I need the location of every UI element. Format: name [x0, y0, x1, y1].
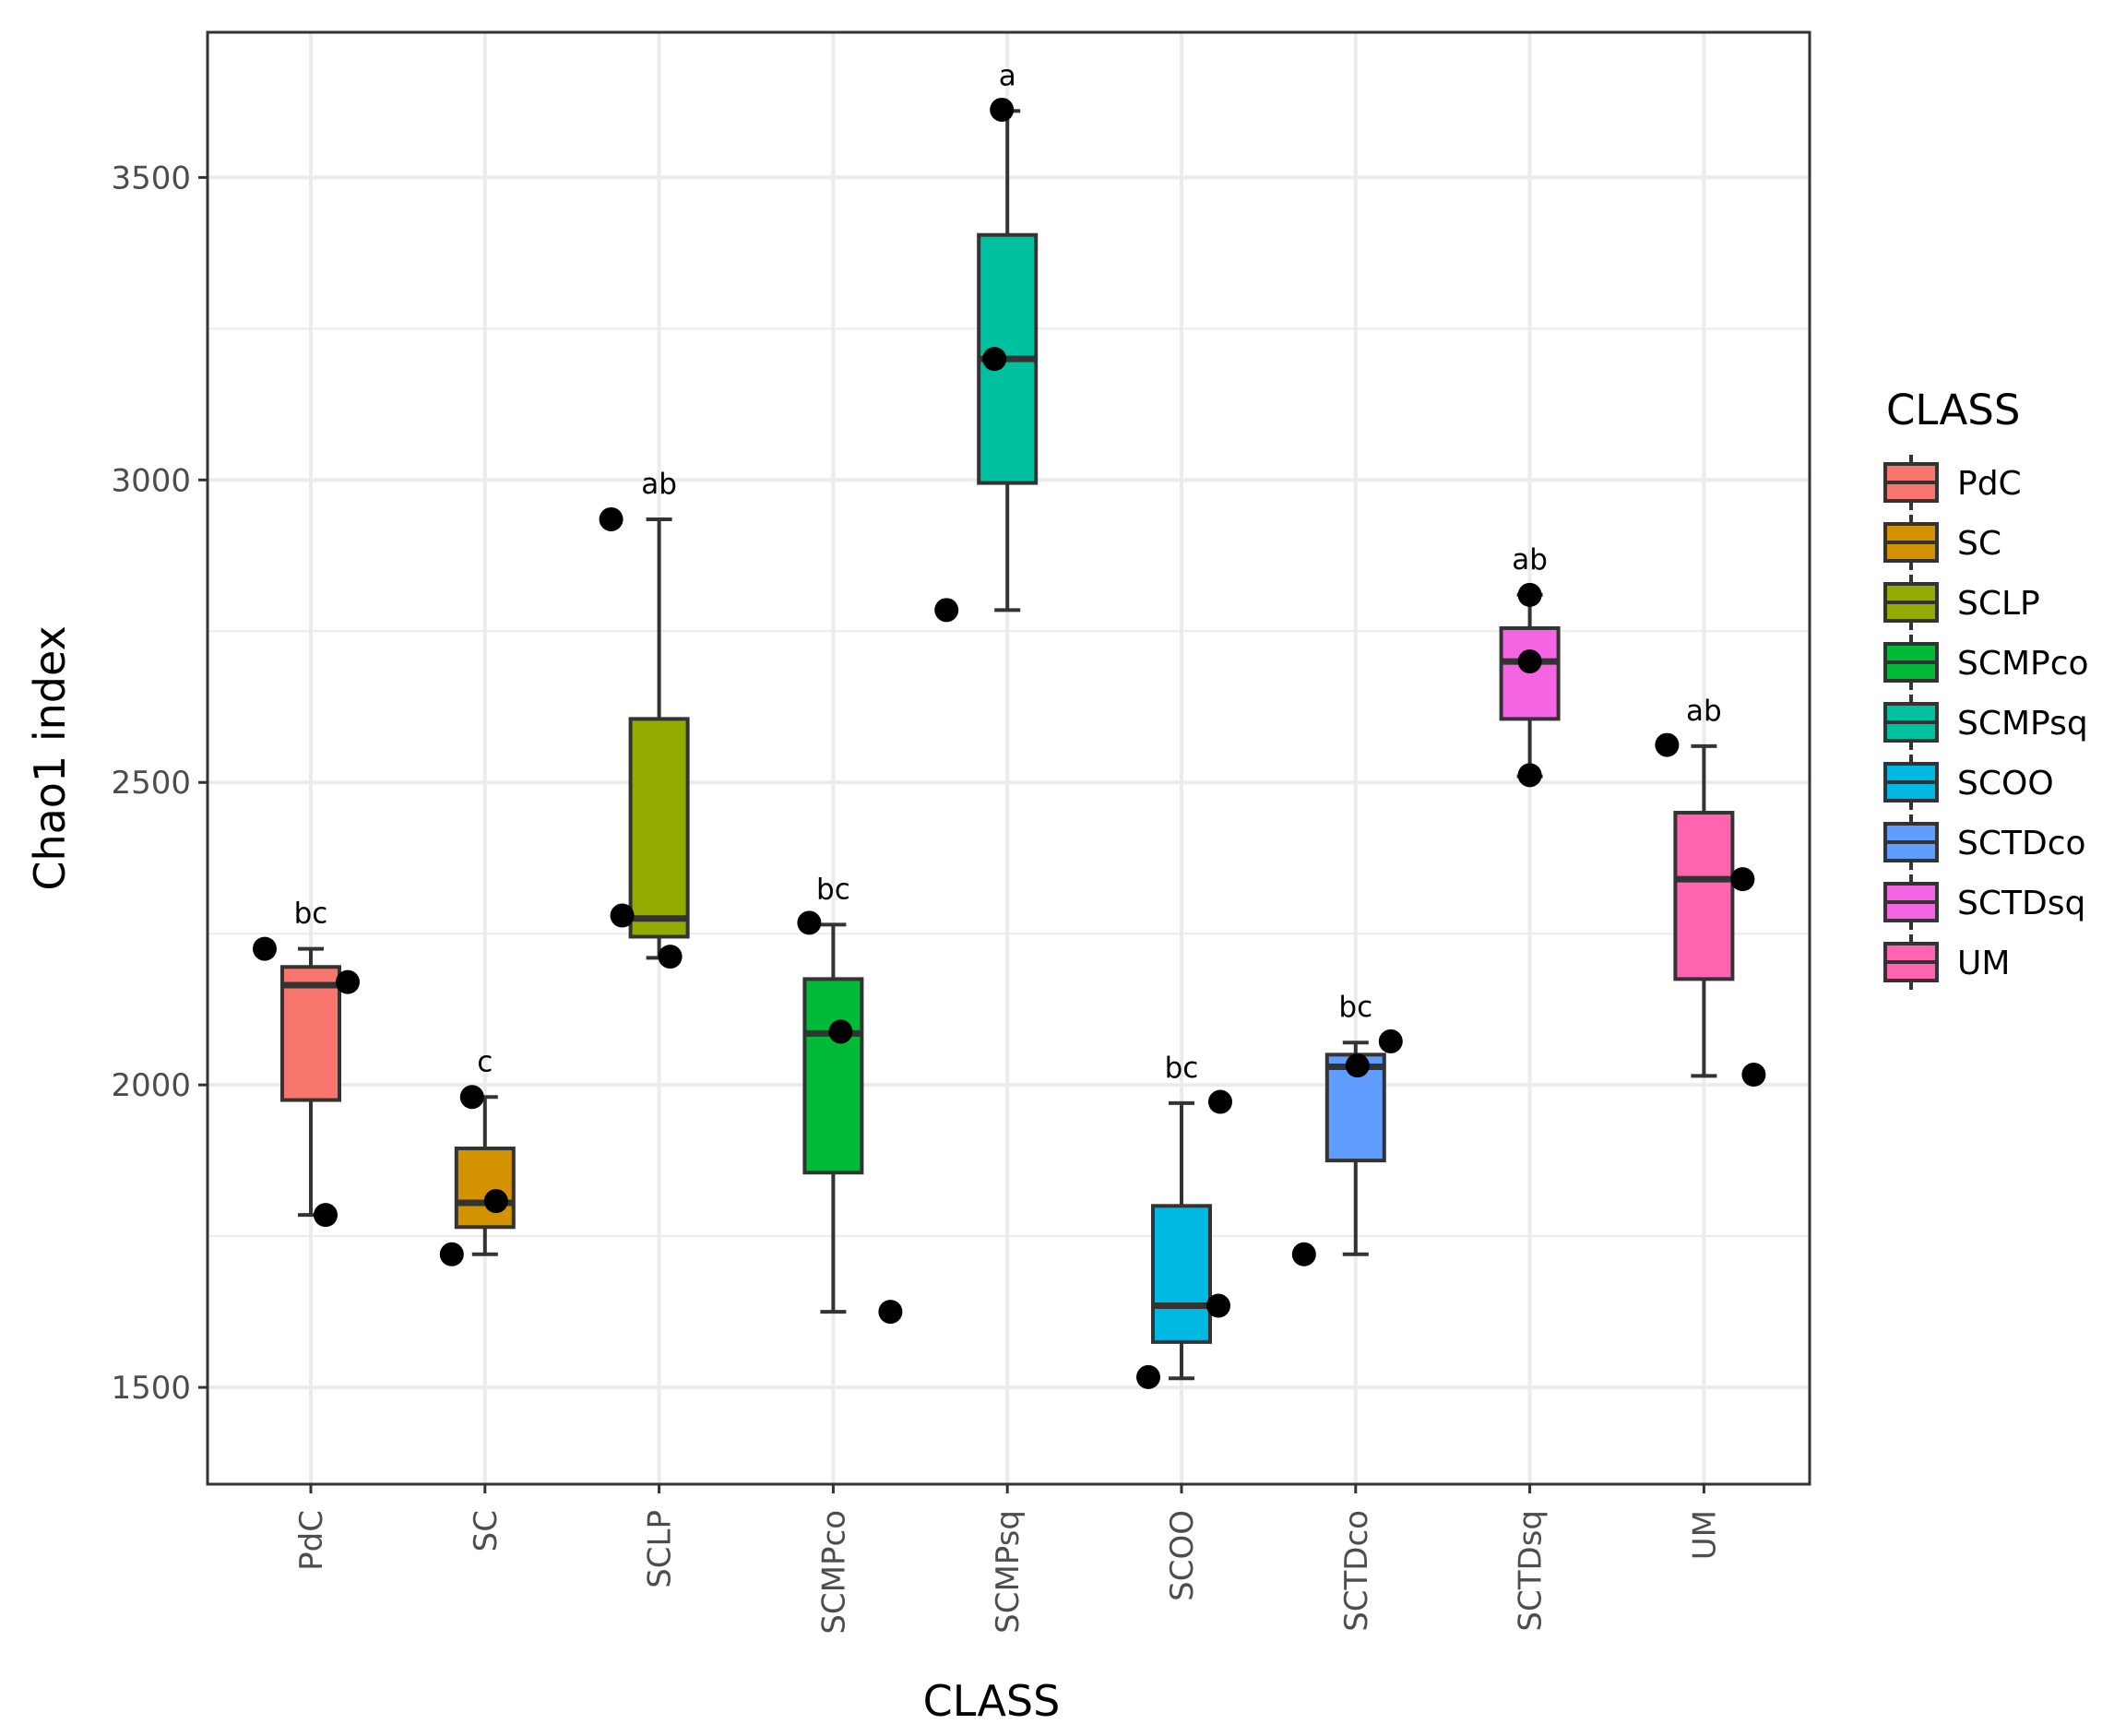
significance-letter-sclp: ab [641, 468, 677, 501]
box-um [1673, 743, 1735, 1078]
data-point-sc [483, 1189, 508, 1214]
legend-item-scmpsq: SCMPsq [1883, 695, 2088, 750]
box-iqr [280, 965, 341, 1102]
y-tick-label: 3000 [111, 462, 191, 499]
significance-letter-sc: c [477, 1045, 493, 1078]
legend-item-scoo: SCOO [1883, 755, 2054, 810]
data-point-sctdsq [1517, 582, 1542, 607]
data-point-scmpsq [934, 598, 959, 623]
significance-letters: bc c ab bc a bc bc ab ab [294, 59, 1722, 1085]
significance-letter-sctdsq: ab [1512, 543, 1548, 577]
data-point-pdc [253, 936, 277, 961]
data-point-scmpsq [990, 97, 1015, 122]
boxes [280, 109, 1735, 1381]
y-tick-label: 2000 [111, 1067, 191, 1104]
data-point-sctdco [1345, 1053, 1370, 1078]
box-iqr [1673, 811, 1735, 981]
legend-label: SC [1957, 525, 2001, 563]
legend-label: UM [1957, 945, 2010, 982]
box-scmpco [802, 922, 864, 1314]
data-point-sclp [658, 945, 683, 969]
legend: CLASS PdC SC SCLP SCMPco SCMPsq SCOO SCTDco SCT… [1883, 386, 2089, 990]
x-tick-label: UM [1686, 1510, 1723, 1560]
box-scoo [1151, 1100, 1212, 1381]
box-iqr [802, 977, 864, 1175]
significance-letter-sctdco: bc [1338, 991, 1372, 1024]
points [253, 97, 1766, 1389]
y-axis: 1500 2000 2500 3000 3500 [111, 160, 208, 1407]
x-tick-label: SCTDco [1338, 1510, 1375, 1632]
legend-label: PdC [1957, 465, 2022, 503]
x-tick-label: SC [468, 1510, 505, 1552]
y-tick-label: 1500 [111, 1370, 191, 1407]
box-iqr [1499, 625, 1561, 721]
data-point-sctdco [1291, 1242, 1316, 1266]
box-iqr [1151, 1204, 1212, 1344]
data-point-scmpco [828, 1019, 853, 1044]
x-tick-label: SCMPsq [990, 1510, 1027, 1634]
x-tick-label: PdC [293, 1510, 330, 1571]
x-axis-title: CLASS [923, 1676, 1061, 1726]
significance-letter-scoo: bc [1165, 1052, 1199, 1085]
legend-item-sctdco: SCTDco [1883, 814, 2086, 870]
data-point-sctdco [1378, 1029, 1403, 1053]
data-point-sclp [599, 506, 624, 531]
box-iqr [628, 717, 690, 939]
legend-label: SCTDco [1957, 825, 2086, 862]
box-iqr [454, 1147, 516, 1230]
legend-label: SCLP [1957, 585, 2040, 623]
y-axis-title: Chao1 index [25, 625, 75, 890]
significance-letter-pdc: bc [294, 898, 328, 931]
data-point-um [1741, 1063, 1766, 1088]
x-tick-label: SCTDsq [1513, 1510, 1550, 1632]
x-tick-label: SCLP [642, 1510, 679, 1588]
data-point-scoo [1208, 1089, 1232, 1114]
y-tick-label: 2500 [111, 765, 191, 802]
data-point-sclp [610, 903, 635, 928]
box-pdc [280, 946, 341, 1218]
legend-item-sclp: SCLP [1883, 575, 2040, 630]
legend-label: SCOO [1957, 765, 2054, 803]
legend-label: SCMPco [1957, 645, 2089, 683]
x-axis: PdC SC SCLP SCMPco SCMPsq SCOO SCTDco SCTDsq UM [293, 1484, 1723, 1635]
significance-letter-um: ab [1686, 695, 1722, 728]
data-point-sc [459, 1085, 484, 1110]
legend-item-pdc: PdC [1883, 455, 2022, 510]
data-point-scoo [1206, 1293, 1230, 1318]
y-tick-label: 3500 [111, 160, 191, 196]
x-tick-label: SCOO [1164, 1510, 1201, 1601]
data-point-scmpco [797, 910, 822, 935]
significance-letter-scmpco: bc [816, 873, 850, 906]
significance-letter-scmpsq: a [999, 59, 1016, 92]
legend-title: CLASS [1886, 386, 2020, 434]
legend-label: SCMPsq [1957, 705, 2088, 743]
box-sctdsq [1499, 592, 1561, 779]
data-point-um [1730, 867, 1755, 892]
legend-item-um: UM [1883, 934, 2010, 990]
data-point-scoo [1136, 1364, 1160, 1389]
data-point-sctdsq [1517, 763, 1542, 788]
data-point-um [1655, 732, 1680, 757]
legend-item-sctdsq: SCTDsq [1883, 874, 2085, 930]
x-tick-label: SCMPco [815, 1510, 852, 1635]
data-point-pdc [336, 969, 360, 994]
data-point-scmpsq [982, 347, 1007, 372]
legend-item-sc: SC [1883, 515, 2001, 570]
data-point-pdc [314, 1203, 338, 1228]
legend-item-scmpco: SCMPco [1883, 635, 2089, 690]
data-point-sctdsq [1517, 649, 1542, 674]
legend-label: SCTDsq [1957, 885, 2085, 922]
data-point-scmpco [878, 1300, 903, 1325]
data-point-sc [439, 1242, 464, 1266]
box-sc [454, 1095, 516, 1256]
box-sclp [628, 517, 690, 960]
